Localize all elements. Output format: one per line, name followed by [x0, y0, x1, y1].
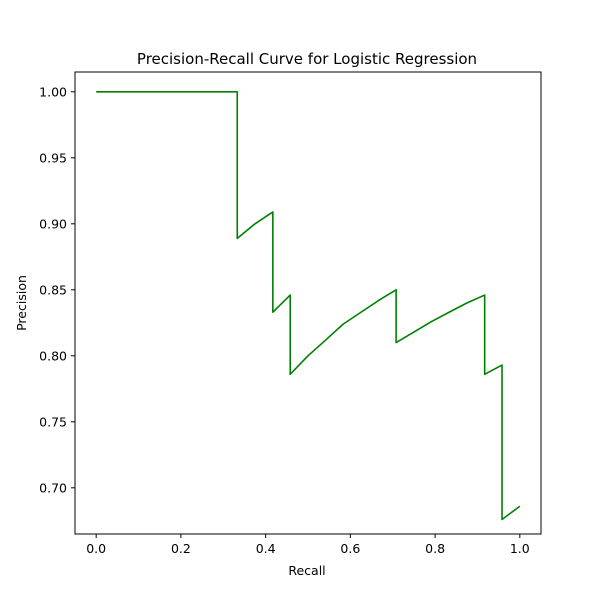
x-axis: 0.0 0.2 0.4 0.6 0.8 1.0	[86, 534, 530, 556]
x-tick-label: 0.6	[340, 541, 360, 556]
y-axis-label: Precision	[14, 275, 29, 331]
x-tick-label: 0.0	[86, 541, 106, 556]
series-layer	[96, 91, 521, 521]
pr-curve-line	[96, 91, 521, 521]
chart-title: Precision-Recall Curve for Logistic Regr…	[137, 50, 477, 68]
y-tick-label: 0.80	[39, 348, 67, 363]
x-axis-label: Recall	[288, 563, 325, 578]
x-tick-label: 1.0	[510, 541, 530, 556]
plot-area	[74, 71, 542, 535]
x-tick-label: 0.4	[256, 541, 276, 556]
y-tick-label: 0.85	[39, 282, 67, 297]
y-tick-label: 0.70	[39, 480, 67, 495]
y-tick-label: 0.90	[39, 216, 67, 231]
y-axis: 0.70 0.75 0.80 0.85 0.90 0.95 1.00	[39, 84, 75, 495]
x-tick-label: 0.2	[171, 541, 191, 556]
x-tick-label: 0.8	[425, 541, 445, 556]
y-tick-label: 0.75	[39, 414, 67, 429]
y-tick-label: 1.00	[39, 84, 67, 99]
y-tick-label: 0.95	[39, 150, 67, 165]
